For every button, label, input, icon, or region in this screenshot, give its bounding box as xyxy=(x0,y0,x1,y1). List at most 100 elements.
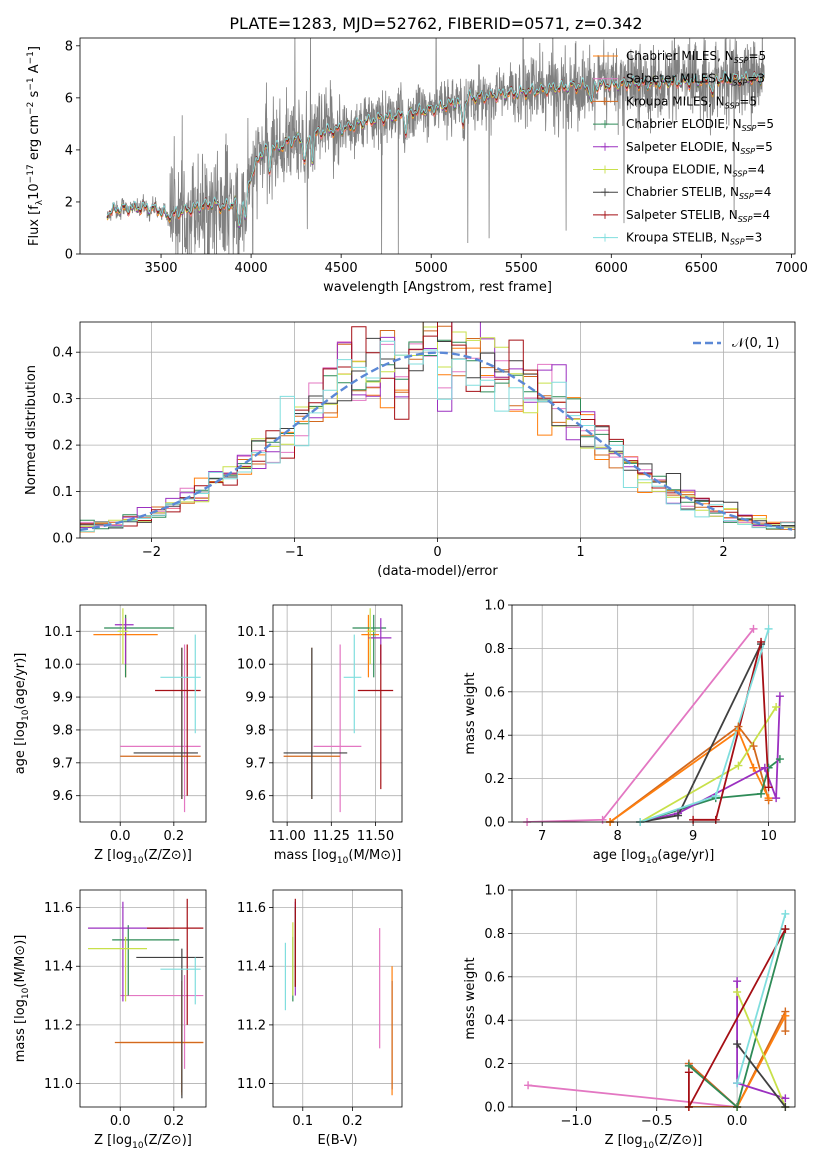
legend-label-text: Kroupa STELIB, N xyxy=(626,231,730,245)
y-tick-label: 0.4 xyxy=(52,346,73,361)
weight-point xyxy=(749,624,758,633)
label-part: (age/yr)] xyxy=(13,653,28,710)
x-axis-label: wavelength [Angstrom, rest frame] xyxy=(323,280,552,295)
y-tick-label: 0.4 xyxy=(484,729,505,744)
x-tick-label: 5500 xyxy=(505,261,538,276)
weight-line-kroupa-elodie xyxy=(736,991,787,1107)
plot-area-age-vs-Z xyxy=(93,608,201,813)
axes-mass-vs-Z: 0.0 0.211.011.211.411.6Z [log10(Z/Z⊙)]mas… xyxy=(13,889,207,1151)
weight-point xyxy=(781,1027,790,1036)
label-part: age [ xyxy=(593,848,626,863)
x-tick-label: 11.50 xyxy=(357,829,394,844)
label-part: log xyxy=(626,848,646,863)
model-line-kroupa-stelib xyxy=(106,70,765,227)
x-tick-label: 0.1 xyxy=(292,1114,313,1129)
y-axis-label: mass weight xyxy=(463,672,478,754)
legend-label: Salpeter ELODIE, NSSP=5 xyxy=(626,140,773,156)
legend-label-sub: SSP xyxy=(734,56,749,65)
label-part: −17 xyxy=(26,164,36,183)
label-part: 10 xyxy=(646,856,658,866)
legend-label-text: Salpeter ELODIE, N xyxy=(626,140,740,154)
x-axis-label: Z [log10(Z/Z⊙)] xyxy=(94,848,192,866)
legend-marker xyxy=(601,142,609,151)
legend-label-text: Kroupa MILES, N xyxy=(626,94,725,108)
label-part: log xyxy=(317,848,337,863)
legend-label: Chabrier STELIB, NSSP=4 xyxy=(626,185,771,201)
y-tick-label: 0.6 xyxy=(484,685,505,700)
y-tick-label: 9.7 xyxy=(52,756,73,771)
weight-point xyxy=(674,811,683,820)
legend-label: Salpeter MILES, NSSP=3 xyxy=(626,72,765,88)
y-tick-label: 0.2 xyxy=(484,772,505,787)
weight-line-kroupa-stelib xyxy=(736,913,787,1084)
label-part: 10 xyxy=(643,1141,655,1151)
axes-frame xyxy=(79,889,207,1108)
label-part: log xyxy=(13,999,28,1019)
weight-line-chabrier-elodie xyxy=(688,928,787,1107)
label-part: (data-model)/error xyxy=(377,564,498,579)
x-tick-label: 1 xyxy=(576,545,584,560)
y-tick-label: 0.0 xyxy=(484,1101,505,1116)
weight-point xyxy=(772,702,781,711)
legend-label-text: Chabrier STELIB, N xyxy=(626,185,739,199)
x-tick-label: −1 xyxy=(285,545,304,560)
weight-point xyxy=(734,726,743,735)
weight-line-chabrier-miles xyxy=(688,1015,787,1107)
y-tick-label: 11.4 xyxy=(237,960,266,975)
x-tick-label: 0.2 xyxy=(163,1114,184,1129)
label-part: 10 xyxy=(337,856,349,866)
y-tick-label: 0.8 xyxy=(484,642,505,657)
x-tick-label: 6000 xyxy=(595,261,628,276)
x-tick-label: 5000 xyxy=(415,261,448,276)
x-tick-label: 7000 xyxy=(775,261,808,276)
y-tick-label: 11.6 xyxy=(237,901,266,916)
y-tick-label: 0.8 xyxy=(484,927,505,942)
axes-age-vs-mass: 11.00 11.25 11.50 9.6 9.7 9.8 9.9 10.0 10.1 mass … xyxy=(237,604,403,866)
y-tick-label: 11.4 xyxy=(44,960,73,975)
y-tick-label: 9.6 xyxy=(245,789,266,804)
plot-area-spectrum xyxy=(106,38,765,254)
x-tick-label: −0.5 xyxy=(641,1114,673,1129)
label-part: 10 xyxy=(21,709,31,721)
legend-label-text: Salpeter MILES, N xyxy=(626,72,733,86)
y-tick-label: 9.9 xyxy=(52,691,73,706)
y-tick-label: 6 xyxy=(65,91,73,106)
weight-line-salpeter-miles xyxy=(528,1062,739,1107)
y-tick-label: 10.0 xyxy=(44,658,73,673)
weight-point xyxy=(760,763,769,772)
legend-marker xyxy=(601,210,609,219)
weight-point xyxy=(689,815,698,824)
label-part: (Z/Z⊙)] xyxy=(144,1133,192,1148)
weight-line-kroupa-miles xyxy=(609,725,770,822)
x-tick-label: 6500 xyxy=(685,261,718,276)
label-part: log xyxy=(623,1133,643,1148)
weight-line-salpeter-elodie xyxy=(640,696,781,822)
y-tick-label: 0.2 xyxy=(484,1057,505,1072)
legend-label: Kroupa MILES, NSSP=5 xyxy=(626,94,757,110)
axes-spectrum: 3500 4000 4500 5000 5500 6000 6500 7000 0 2 4 6 8 wav… xyxy=(26,37,808,295)
weight-point xyxy=(711,791,720,800)
y-axis-label: Normed distribution xyxy=(24,365,39,495)
weight-line-kroupa-elodie xyxy=(639,706,777,822)
label-part: (M/M⊙)] xyxy=(348,848,401,863)
label-part: s xyxy=(27,90,42,101)
weight-point xyxy=(781,1094,790,1103)
y-tick-label: 0.3 xyxy=(52,392,73,407)
weight-line-salpeter-miles xyxy=(527,628,755,822)
y-tick-label: 9.9 xyxy=(245,691,266,706)
label-part: mass weight xyxy=(463,672,478,754)
x-tick-label: 10 xyxy=(760,829,777,844)
weight-point xyxy=(733,1040,742,1049)
legend-label-sub: SSP xyxy=(733,79,748,88)
spectrum-data-line xyxy=(106,38,765,254)
weight-point xyxy=(757,789,766,798)
x-tick-label: 0.0 xyxy=(110,1114,131,1129)
legend-label-text: Chabrier MILES, N xyxy=(626,49,734,63)
axes-frame xyxy=(511,889,796,1108)
histogram-kroupa-stelib xyxy=(80,340,795,534)
legend-label: Salpeter STELIB, NSSP=4 xyxy=(626,208,770,224)
label-part: Z [ xyxy=(94,848,112,863)
legend-label-n: =3 xyxy=(745,231,763,245)
x-tick-label: 11.25 xyxy=(313,829,350,844)
y-tick-label: 9.8 xyxy=(245,723,266,738)
